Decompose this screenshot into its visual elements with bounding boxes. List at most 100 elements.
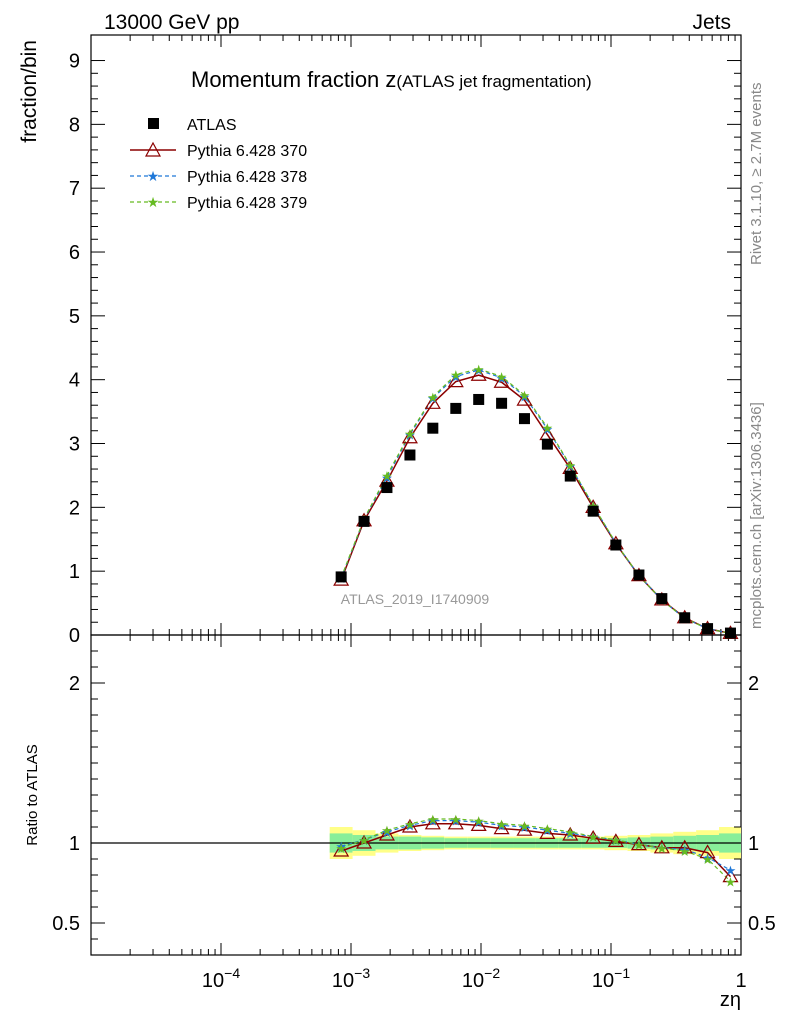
atlas-data-point-4 bbox=[427, 422, 439, 434]
ratio-tick-label-right-0: 0.5 bbox=[748, 913, 776, 935]
y-tick-label-6: 6 bbox=[69, 242, 80, 264]
series-0-ratio-marker-12 bbox=[607, 833, 624, 848]
ratio-y-axis-label: Ratio to ATLAS bbox=[24, 744, 41, 845]
series-2-ratio-marker-16: ★ bbox=[702, 852, 714, 867]
atlas-data-point-8 bbox=[518, 413, 530, 425]
atlas-data-point-15 bbox=[679, 612, 691, 624]
legend-378-star-marker: ★ bbox=[147, 168, 160, 184]
y-tick-label-8: 8 bbox=[69, 114, 80, 136]
series-2-ratio-marker-7: ★ bbox=[496, 817, 508, 832]
series-0-ratio-marker-0 bbox=[333, 842, 350, 857]
atlas-data-point-5 bbox=[450, 402, 462, 414]
series-0-ratio-marker-11 bbox=[585, 830, 602, 844]
series-0-main-marker-8 bbox=[516, 391, 533, 406]
y-tick-label-2: 2 bbox=[69, 497, 80, 519]
legend-entry-379: ★ Pythia 6.428 379 bbox=[130, 194, 307, 212]
series-1-ratio-marker-1: ★ bbox=[358, 833, 370, 848]
x-tick-label-exp-0: −4 bbox=[224, 965, 240, 981]
x-tick-label-exp-1: −3 bbox=[354, 965, 370, 981]
atlas-data-point-2 bbox=[381, 482, 393, 494]
x-tick-label-exp-2: −2 bbox=[484, 965, 500, 981]
atlas-data-point-6 bbox=[473, 393, 485, 405]
series-0-main-marker-6 bbox=[470, 367, 487, 381]
atlas-data-point-14 bbox=[656, 593, 668, 605]
atlas-data-point-12 bbox=[610, 539, 622, 551]
series-1-ratio-marker-15: ★ bbox=[679, 842, 691, 857]
series-0-main-marker-7 bbox=[493, 374, 510, 388]
legend-370-label: Pythia 6.428 370 bbox=[187, 143, 307, 160]
series-2-ratio-marker-17: ★ bbox=[725, 874, 737, 889]
atlas-data-point-9 bbox=[541, 438, 553, 450]
series-0-ratio-marker-10 bbox=[562, 826, 579, 841]
series-1-ratio-marker-5: ★ bbox=[450, 814, 462, 829]
mc-curves bbox=[340, 368, 732, 882]
series-2-ratio-marker-2: ★ bbox=[381, 823, 393, 838]
series-2-ratio-marker-10: ★ bbox=[564, 825, 576, 840]
series-0-ratio-marker-15 bbox=[676, 839, 693, 854]
chart-title: Momentum fraction z(ATLAS jet fragmentat… bbox=[191, 67, 592, 92]
series-2-main-marker-4: ★ bbox=[427, 390, 439, 405]
y-tick-label-0: 0 bbox=[69, 625, 80, 647]
legend-atlas-square-marker bbox=[148, 118, 159, 129]
series-2-ratio-marker-3: ★ bbox=[404, 817, 416, 832]
ratio-plot-frame bbox=[90, 634, 742, 956]
x-tick-label-base-3: 10 bbox=[592, 970, 614, 992]
series-1-main-marker-3: ★ bbox=[404, 428, 416, 443]
chart-markers: ★ ★★★★★★★★★★★★★★★★★★★ ★ ★ ★ ★ ★★★★★★★★★★★★★★★★… bbox=[333, 362, 739, 889]
x-tick-label-exp-3: −1 bbox=[614, 965, 630, 981]
series-1-main-marker-9: ★ bbox=[542, 422, 554, 437]
header-left-label: 13000 GeV pp bbox=[104, 11, 239, 34]
legend-atlas-label: ATLAS bbox=[187, 117, 237, 134]
series-2-ratio-marker-5: ★ bbox=[450, 812, 462, 827]
series-0-ratio-marker-17 bbox=[722, 868, 739, 883]
ratio-tick-label-left-2: 2 bbox=[69, 673, 80, 695]
series-2-ratio-marker-6: ★ bbox=[473, 814, 485, 829]
header-right-label: Jets bbox=[692, 11, 731, 34]
series-1-ratio-marker-6: ★ bbox=[473, 815, 485, 830]
series-1-ratio-marker-8: ★ bbox=[519, 820, 531, 835]
series-0-ratio-marker-2 bbox=[378, 826, 395, 841]
y-tick-label-3: 3 bbox=[69, 434, 80, 456]
legend-entry-370: Pythia 6.428 370 bbox=[130, 141, 307, 160]
series-0-main-marker-5 bbox=[447, 373, 464, 388]
series-1-ratio-marker-14: ★ bbox=[656, 841, 668, 856]
legend-379-label: Pythia 6.428 379 bbox=[187, 195, 307, 212]
series-2-main-marker-7: ★ bbox=[496, 369, 508, 384]
atlas-data-point-7 bbox=[496, 397, 508, 409]
atlas-data-point-3 bbox=[404, 449, 416, 461]
series-2-ratio-marker-8: ★ bbox=[519, 818, 531, 833]
series-1-main-marker-6: ★ bbox=[473, 363, 485, 378]
series-0-ratio-marker-5 bbox=[447, 815, 464, 830]
x-tick-label-0: 10−4 bbox=[202, 965, 240, 992]
x-axis-label: zη bbox=[720, 989, 741, 1011]
series-1-ratio-marker-4: ★ bbox=[427, 814, 439, 829]
series-1-main-marker-5: ★ bbox=[450, 369, 462, 384]
legend-370-triangle-marker bbox=[144, 141, 162, 157]
series-0-ratio-marker-9 bbox=[539, 825, 556, 840]
mcplots-side-label: mcplots.cern.ch [arXiv:1306.3436] bbox=[748, 402, 765, 629]
y-tick-label-5: 5 bbox=[69, 306, 80, 328]
series-2-ratio-marker-9: ★ bbox=[542, 822, 554, 837]
series-2-ratio-marker-1: ★ bbox=[358, 833, 370, 848]
series-1-main-marker-8: ★ bbox=[519, 389, 531, 404]
series-0-ratio-marker-7 bbox=[493, 820, 510, 835]
series-0-ratio-marker-1 bbox=[356, 834, 373, 849]
y-tick-label-4: 4 bbox=[69, 370, 80, 392]
series-1-ratio-marker-16: ★ bbox=[702, 850, 714, 865]
legend-379-star-marker: ★ bbox=[147, 194, 160, 210]
x-tick-label-4: 1 bbox=[735, 970, 746, 992]
rivet-side-label: Rivet 3.1.10, ≥ 2.7M events bbox=[748, 83, 765, 266]
series-0-ratio-marker-3 bbox=[401, 818, 418, 833]
series-2-main-marker-6: ★ bbox=[473, 362, 485, 377]
series-1-ratio-marker-2: ★ bbox=[381, 825, 393, 840]
atlas-data-point-0 bbox=[335, 571, 347, 583]
legend-378-label: Pythia 6.428 378 bbox=[187, 169, 307, 186]
series-2-main-marker-5: ★ bbox=[450, 368, 462, 383]
series-0-main-marker-3 bbox=[401, 429, 418, 444]
series-1-ratio-marker-7: ★ bbox=[496, 818, 508, 833]
series-2-ratio-marker-11: ★ bbox=[587, 830, 599, 845]
series-2-ratio-marker-4: ★ bbox=[427, 812, 439, 827]
x-tick-label-base-1: 10 bbox=[332, 970, 354, 992]
series-1-main-marker-4: ★ bbox=[427, 391, 439, 406]
